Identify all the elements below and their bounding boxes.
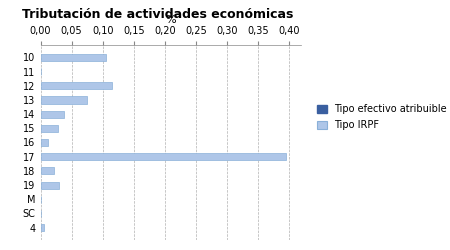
X-axis label: %: % bbox=[166, 15, 176, 25]
Bar bbox=[40, 82, 112, 89]
Bar bbox=[40, 125, 58, 132]
Text: Tributación de actividades económicas: Tributación de actividades económicas bbox=[22, 8, 293, 20]
Bar bbox=[40, 224, 44, 231]
Bar bbox=[40, 139, 48, 146]
Bar bbox=[40, 96, 87, 103]
Bar bbox=[40, 110, 64, 118]
Bar bbox=[40, 167, 54, 174]
Bar bbox=[40, 182, 59, 188]
Bar bbox=[40, 54, 106, 61]
Legend: Tipo efectivo atribuible, Tipo IRPF: Tipo efectivo atribuible, Tipo IRPF bbox=[317, 104, 447, 130]
Bar bbox=[40, 153, 286, 160]
